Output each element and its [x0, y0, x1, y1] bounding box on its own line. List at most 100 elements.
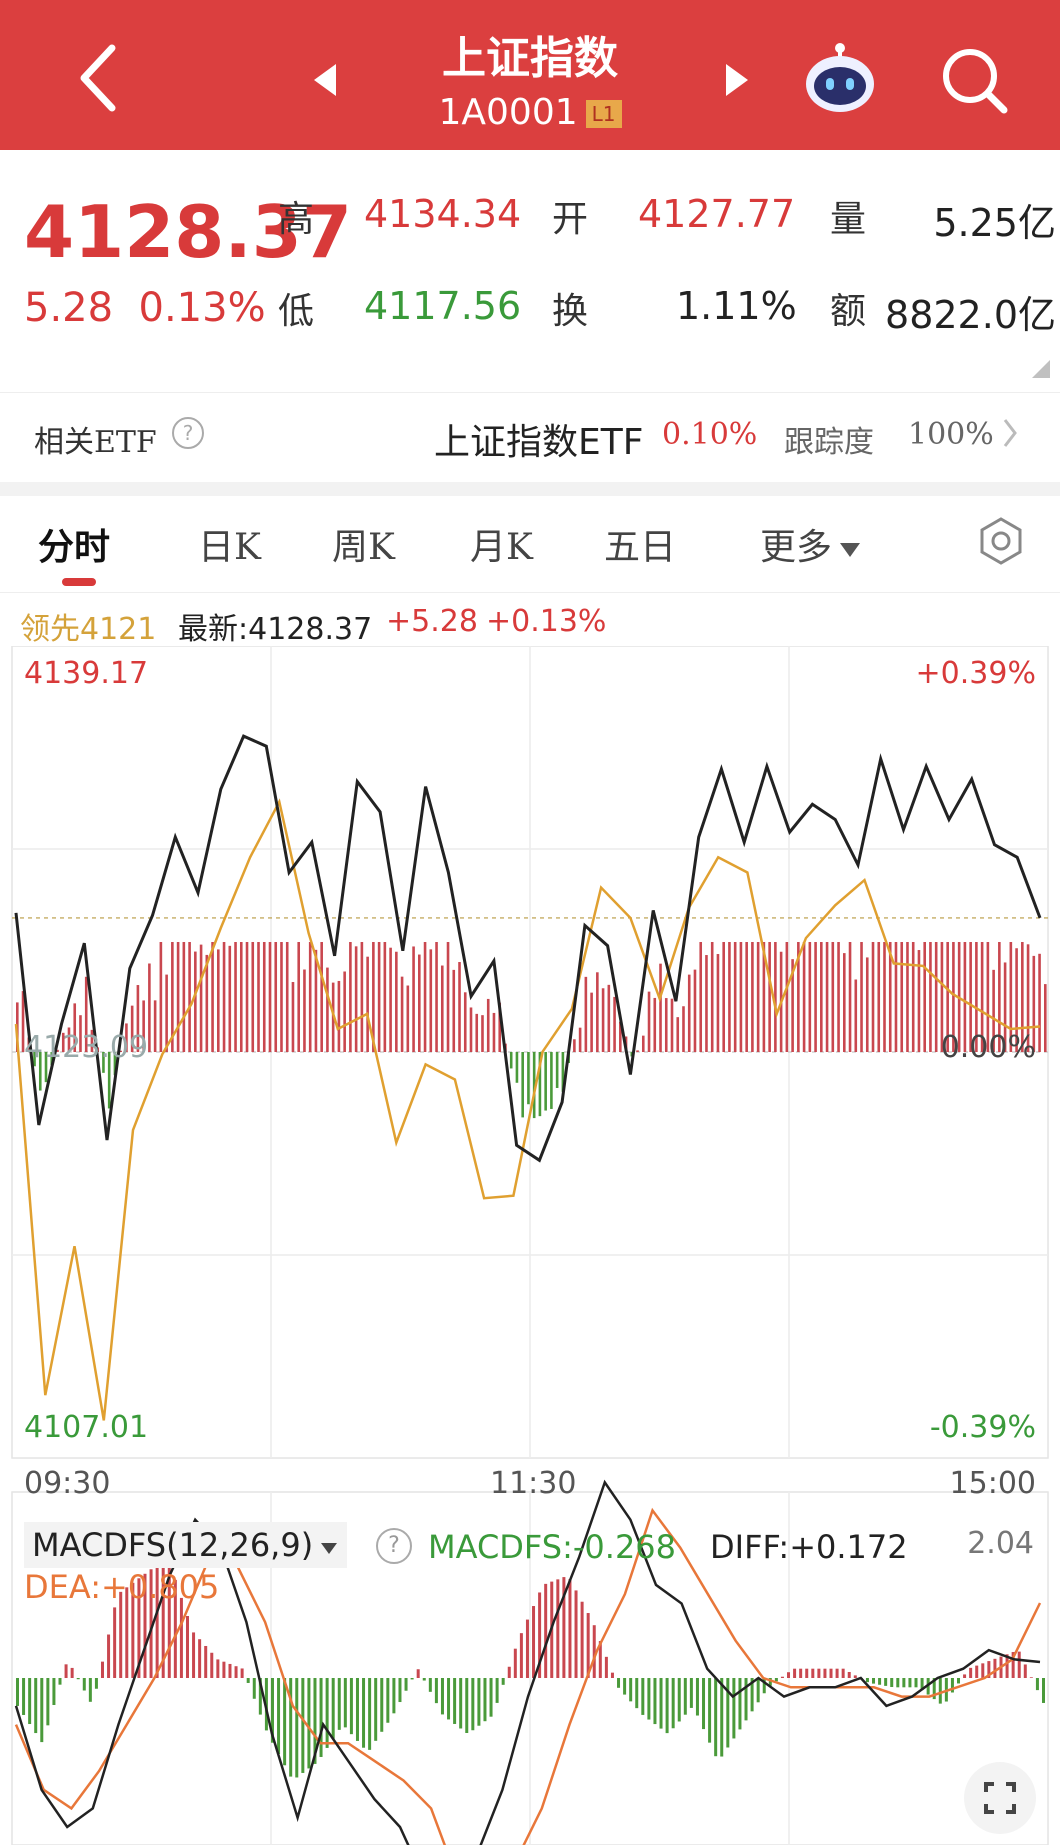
y-bottom-label: 4107.01 — [24, 1410, 149, 1445]
macd-bar-up — [841, 1668, 845, 1678]
tab-intraday[interactable]: 分时 — [38, 526, 111, 568]
volume-bar-up — [176, 942, 180, 1052]
volume-bar-up — [808, 942, 812, 1052]
volume-bar-up — [349, 942, 352, 1052]
volume-bar-up — [814, 942, 817, 1052]
volume-bar-up — [647, 991, 651, 1052]
help-icon[interactable]: ? — [172, 417, 204, 449]
intraday-info-line: 领先4121 最新:4128.37 +5.28 +0.13% — [0, 600, 1060, 647]
volume-bar-up — [682, 1006, 685, 1052]
volume-bar-up — [418, 954, 421, 1052]
volume-bar-down — [555, 1052, 559, 1088]
volume-bar-up — [366, 956, 369, 1052]
volume-bar-up — [274, 942, 278, 1052]
macd-bar-down — [301, 1678, 305, 1773]
volume-bar-up — [337, 980, 341, 1052]
macd-bar-up — [161, 1560, 165, 1678]
etf-name: 上证指数ETF — [434, 422, 644, 463]
volume-bar-up — [314, 949, 318, 1052]
macd-bar-down — [938, 1678, 942, 1704]
macd-bar-down — [246, 1678, 250, 1683]
back-arrow-icon[interactable] — [72, 38, 132, 118]
related-etf-row[interactable]: 相关ETF ? 上证指数ETF 0.10% 跟踪度 100% — [0, 392, 1060, 483]
volume-bar-up — [234, 942, 237, 1052]
volume-bar-up — [320, 942, 323, 1052]
tab-weekly-k[interactable]: 周K — [332, 527, 395, 568]
volume-bar-up — [601, 988, 605, 1052]
macd-scale-label: 2.04 — [967, 1526, 1034, 1561]
index-code-text: 1A0001 — [438, 92, 578, 133]
macd-help-icon[interactable]: ? — [376, 1528, 412, 1564]
intraday-chart[interactable] — [0, 646, 1060, 1845]
volume-bar-up — [963, 942, 967, 1052]
quote-panel: 4128.37 5.28 0.13% 高 4134.34 开 4127.77 量… — [0, 150, 1060, 390]
macd-bar-down — [647, 1678, 651, 1720]
volume-bar-up — [61, 1032, 65, 1052]
section-divider — [0, 482, 1060, 496]
macd-bar-down — [708, 1678, 712, 1743]
prev-index-icon[interactable] — [310, 60, 340, 100]
macd-bar-up — [538, 1592, 542, 1678]
macd-bar-up — [793, 1668, 797, 1678]
macd-bar-down — [313, 1678, 317, 1764]
settings-hexagon-icon[interactable] — [976, 516, 1026, 566]
macd-bar-down — [34, 1678, 38, 1734]
volume-bar-up — [929, 942, 932, 1052]
active-tab-indicator — [62, 578, 96, 586]
macd-bar-up — [525, 1619, 529, 1678]
volume-bar-up — [664, 998, 668, 1052]
volume-bar-up — [481, 1015, 484, 1052]
volume-bar-up — [297, 942, 301, 1052]
volume-bar-up — [125, 1023, 128, 1052]
macd-bar-down — [641, 1678, 645, 1715]
tab-five-day[interactable]: 五日 — [604, 527, 677, 568]
change-value-small: +5.28 — [386, 604, 478, 639]
macd-bar-down — [665, 1678, 669, 1734]
dropdown-triangle-icon — [321, 1543, 338, 1554]
tab-monthly-k[interactable]: 月K — [470, 527, 533, 568]
macd-bar-down — [908, 1678, 912, 1688]
volume-bar-up — [986, 942, 990, 1052]
volume-bar-up — [636, 1050, 639, 1052]
macd-bar-down — [629, 1678, 633, 1702]
macd-bar-down — [368, 1678, 372, 1750]
volume-bar-up — [56, 1049, 59, 1052]
macd-bar-up — [592, 1625, 596, 1678]
diff-value: DIFF:+0.172 — [710, 1528, 908, 1566]
macd-bar-down — [94, 1678, 98, 1689]
macd-bar-down — [762, 1678, 766, 1694]
time-start-label: 09:30 — [24, 1466, 111, 1501]
volume-bar-up — [383, 942, 387, 1052]
macd-bar-down — [683, 1678, 687, 1715]
macd-bar-down — [289, 1678, 293, 1777]
macd-bar-up — [155, 1564, 159, 1678]
tab-more[interactable]: 更多 — [760, 518, 862, 570]
volume-bar-down — [550, 1052, 553, 1109]
volume-bar-up — [1044, 984, 1047, 1052]
y-top-pct-label: +0.39% — [915, 656, 1036, 691]
search-icon[interactable] — [940, 46, 1010, 116]
expand-corner-icon[interactable] — [1032, 360, 1050, 378]
macd-bar-down — [52, 1678, 56, 1706]
next-index-icon[interactable] — [722, 60, 752, 100]
volume-bar-up — [492, 1012, 496, 1052]
macd-bar-down — [258, 1678, 262, 1715]
volume-bar-up — [659, 963, 662, 1052]
macd-bar-down — [756, 1678, 760, 1703]
macd-indicator-selector[interactable]: MACDFS(12,26,9) — [24, 1522, 348, 1568]
macd-bar-up — [149, 1569, 153, 1678]
macd-bar-up — [216, 1659, 220, 1678]
volume-bar-up — [888, 942, 892, 1052]
volume-bar-up — [607, 984, 611, 1052]
tab-daily-k[interactable]: 日K — [198, 527, 261, 568]
macd-bar-down — [617, 1678, 621, 1688]
assistant-robot-icon[interactable] — [800, 38, 880, 118]
volume-bar-up — [199, 944, 203, 1052]
fullscreen-button[interactable] — [964, 1762, 1036, 1834]
tab-more-label: 更多 — [760, 527, 833, 568]
macd-bar-up — [119, 1591, 123, 1678]
macd-bar-down — [447, 1678, 451, 1720]
macd-bar-down — [453, 1678, 457, 1724]
y-mid-pct-label: 0.00% — [940, 1030, 1036, 1065]
volume-bar-up — [171, 942, 174, 1052]
